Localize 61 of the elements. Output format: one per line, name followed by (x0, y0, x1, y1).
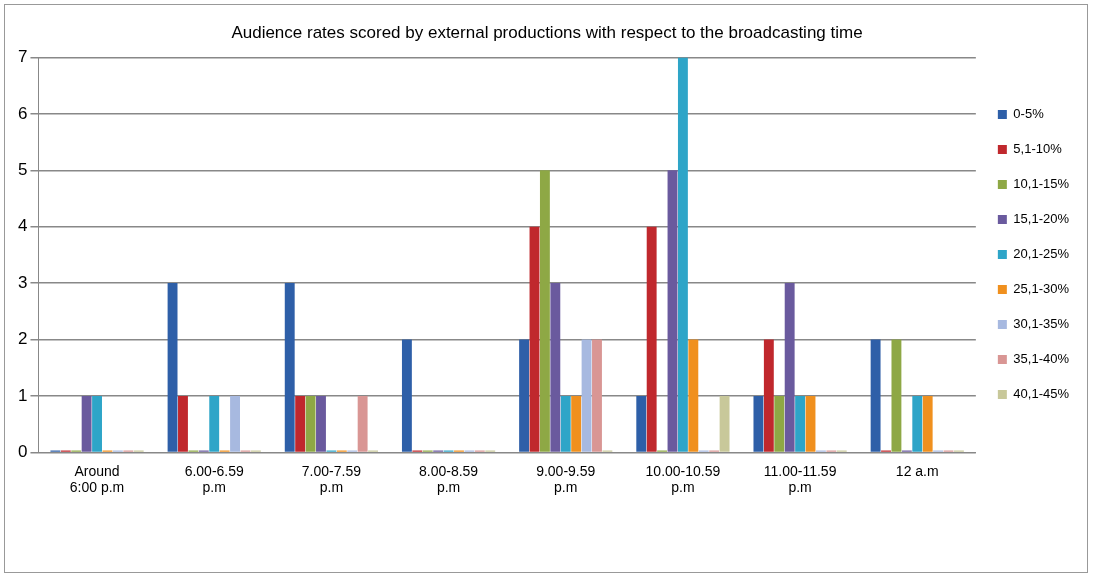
y-tick-label: 6 (17, 103, 28, 123)
bar (209, 395, 220, 452)
x-tick-label: 11.00-11.59 p.m (763, 462, 837, 496)
chart-title: Audience rates scored by external productions with respect to the broadcasting time (231, 22, 863, 42)
bar (763, 339, 774, 452)
legend-label: 10,1-15% (1013, 176, 1070, 192)
legend-label: 25,1-30% (1013, 281, 1070, 297)
bar (316, 395, 326, 452)
y-tick-label: 5 (17, 159, 28, 179)
bar (560, 395, 571, 452)
bar (774, 395, 785, 452)
bar (719, 395, 730, 452)
bar (230, 395, 240, 452)
x-tick-label: Around 6:00 p.m (69, 462, 125, 496)
legend-label: 5,1-10% (1013, 141, 1063, 157)
bar (805, 395, 816, 452)
legend-label: 35,1-40% (1013, 351, 1070, 367)
bar (667, 170, 678, 452)
bar (167, 283, 178, 452)
bar (795, 395, 806, 452)
bar (646, 226, 657, 452)
bar (581, 339, 592, 452)
x-tick-label: 10.00-10.59 p.m (645, 462, 721, 496)
y-tick-label: 7 (17, 47, 28, 67)
bar (92, 395, 102, 452)
x-tick-label: 6.00-6.59 p.m (184, 462, 244, 496)
bar (912, 395, 923, 452)
bar (305, 395, 316, 452)
legend-label: 30,1-35% (1013, 316, 1070, 332)
bar (688, 339, 699, 452)
bar (295, 395, 306, 452)
bar (81, 395, 92, 452)
bar (571, 395, 582, 452)
legend-label: 15,1-20% (1013, 211, 1070, 227)
y-tick-label: 3 (17, 272, 28, 292)
bar (784, 283, 795, 452)
bar (539, 170, 550, 452)
y-tick-label: 1 (17, 385, 28, 405)
bar (891, 339, 902, 452)
x-tick-label: 12 a.m (895, 462, 939, 479)
bar (870, 339, 881, 452)
x-tick-label: 8.00-8.59 p.m (418, 462, 479, 496)
x-tick-label: 7.00-7.59 p.m (301, 462, 362, 496)
bar (529, 226, 540, 452)
y-tick-label: 2 (17, 329, 28, 349)
bar (401, 339, 412, 452)
bar (592, 339, 602, 452)
legend-label: 40,1-45% (1013, 386, 1070, 402)
bar (753, 395, 764, 452)
y-tick-label: 4 (17, 216, 28, 236)
y-tick-label: 0 (17, 442, 28, 462)
bar (922, 395, 933, 452)
legend-label: 0-5% (1013, 106, 1045, 122)
bar (284, 283, 295, 452)
bar (550, 283, 561, 452)
bar (519, 339, 530, 452)
bar (178, 395, 188, 452)
x-tick-label: 9.00-9.59 p.m (536, 462, 596, 496)
bar (636, 395, 647, 452)
bar (357, 395, 368, 452)
legend-label: 20,1-25% (1013, 246, 1070, 262)
